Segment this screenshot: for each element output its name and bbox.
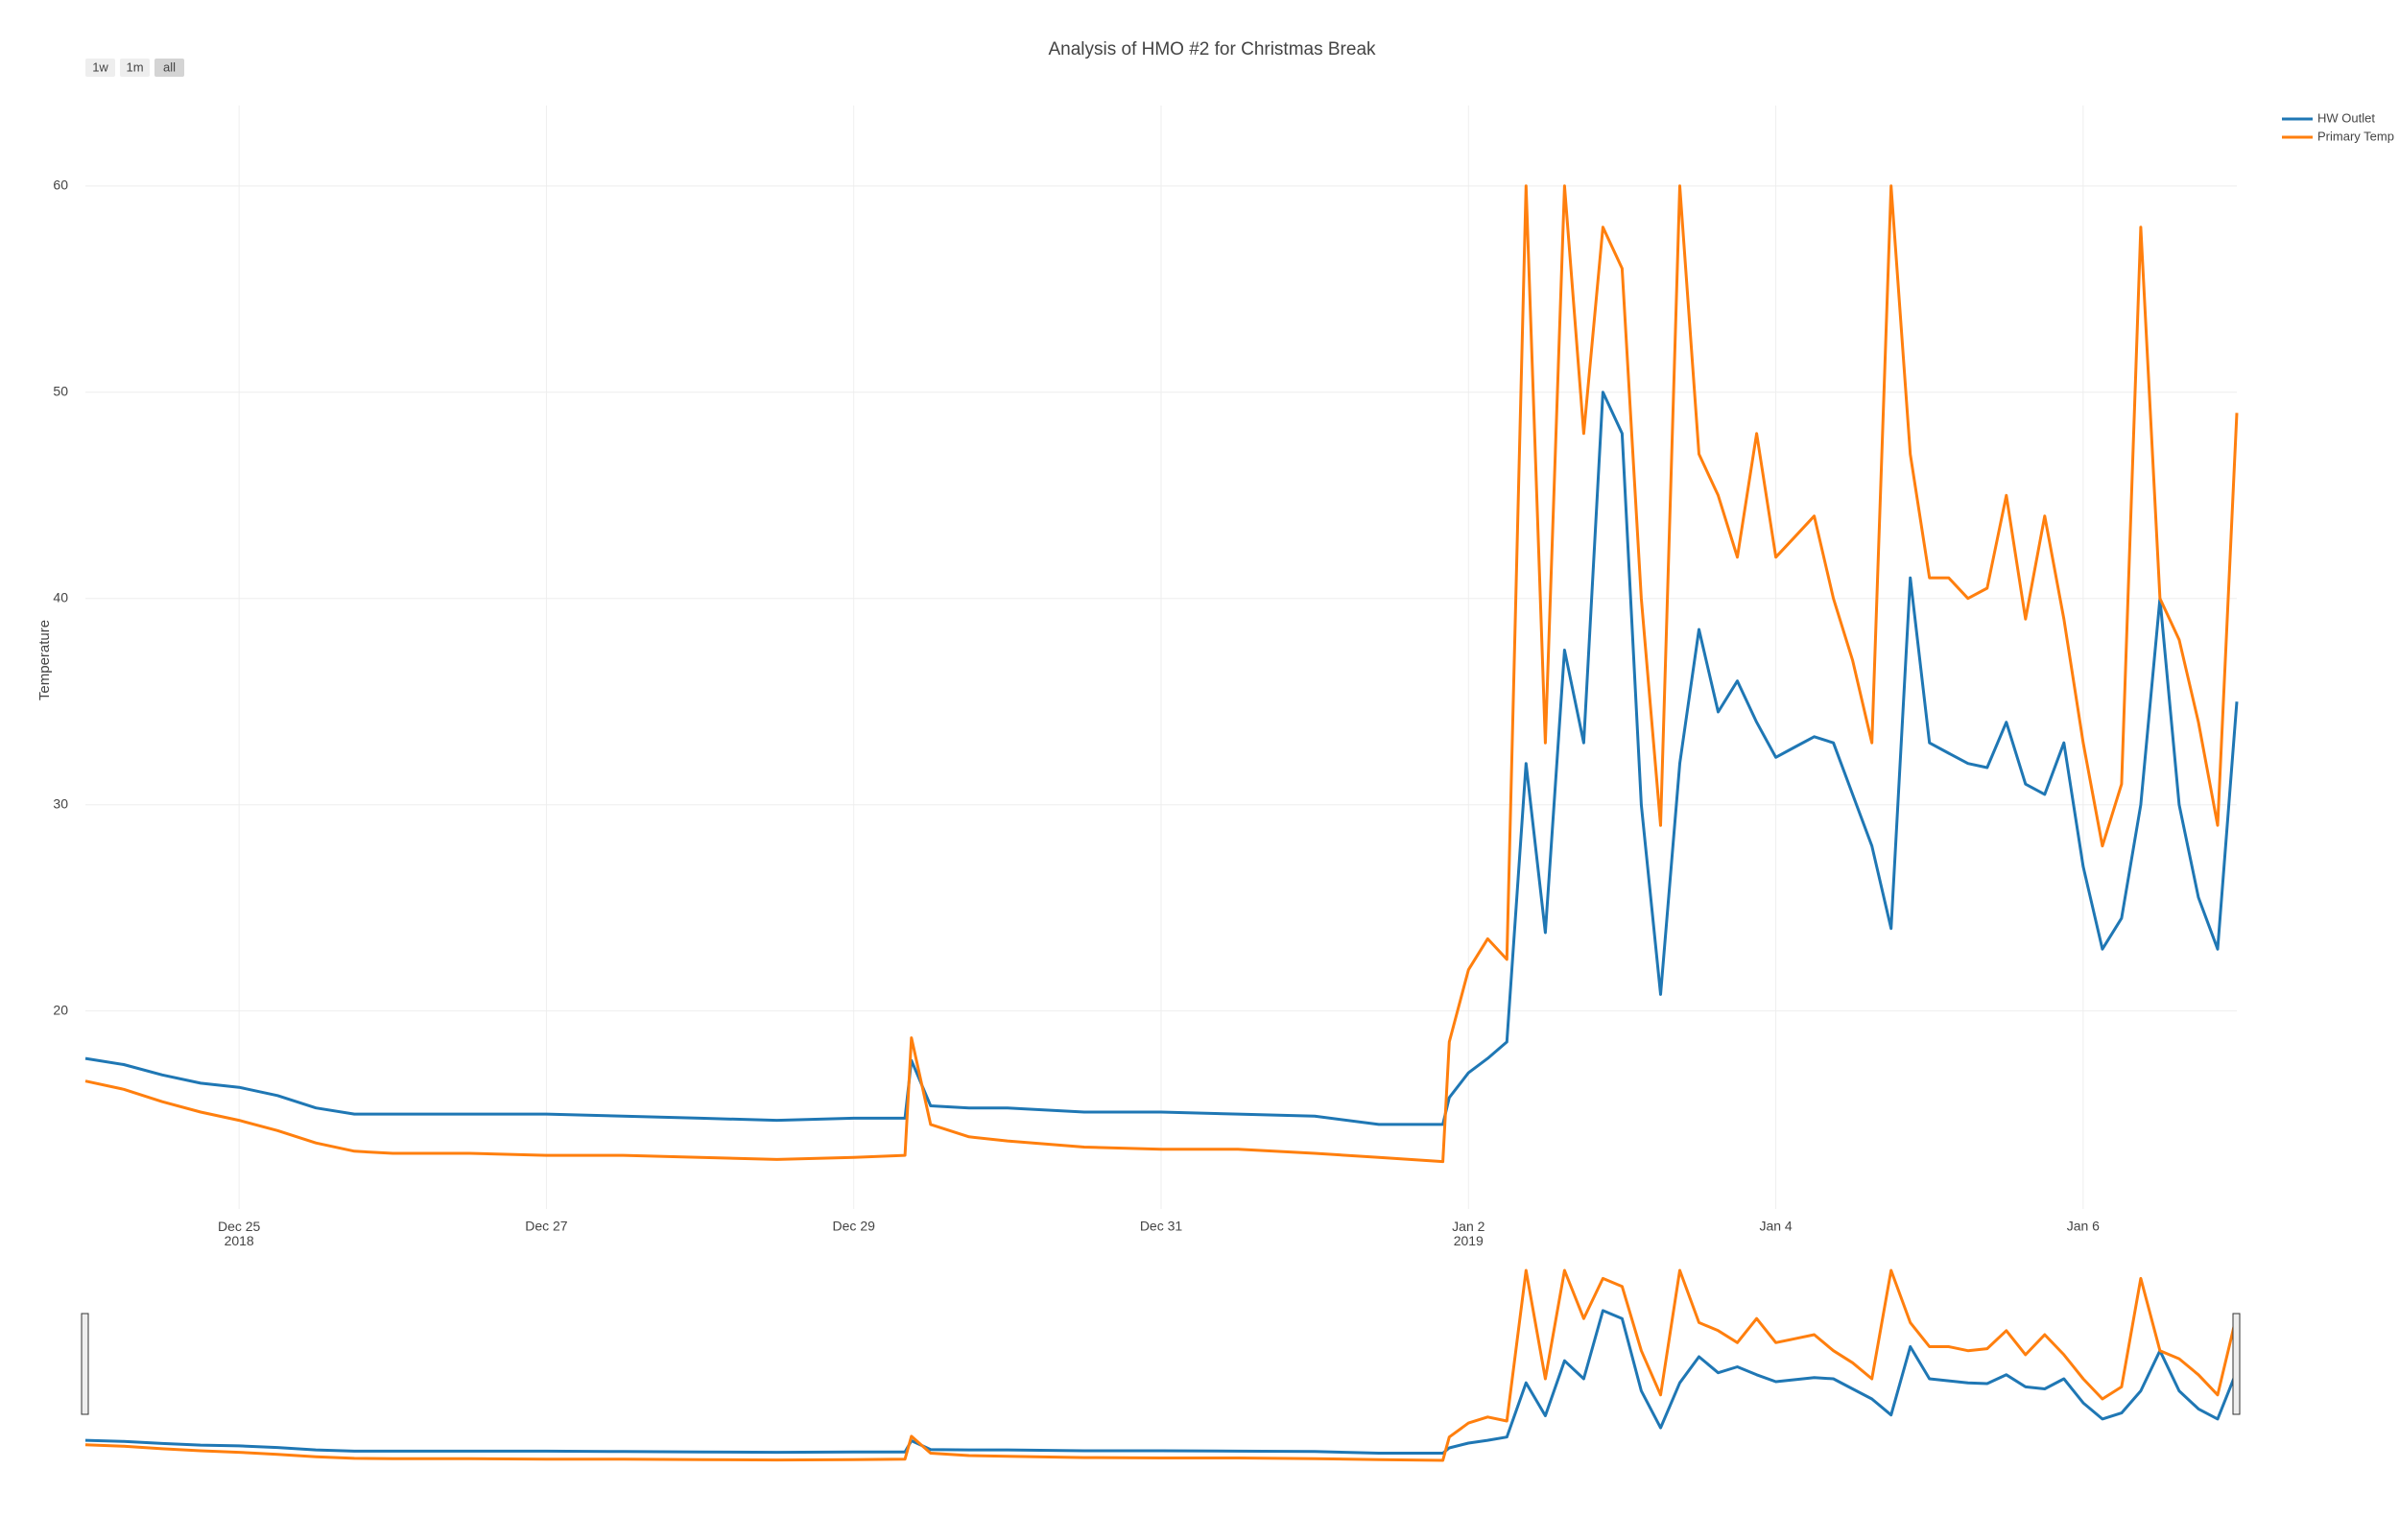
legend-label: Primary Temp <box>2317 129 2394 143</box>
range-button[interactable] <box>154 59 184 77</box>
y-tick-label: 30 <box>53 795 68 811</box>
range-button-label[interactable]: 1m <box>126 59 143 74</box>
chart-title: Analysis of HMO #2 for Christmas Break <box>1048 39 1376 59</box>
range-button-label[interactable]: all <box>163 59 176 74</box>
x-tick-label: Dec 27 <box>525 1219 568 1234</box>
series-line <box>84 391 2239 1126</box>
y-tick-label: 60 <box>53 178 68 193</box>
range-slider-line <box>84 1268 2239 1462</box>
range-button[interactable] <box>85 59 115 77</box>
x-tick-label: Dec 25 2018 <box>218 1219 261 1248</box>
x-tick-label: Dec 31 <box>1140 1219 1183 1234</box>
x-tick-label: Dec 29 <box>833 1219 876 1234</box>
legend-label: HW Outlet <box>2317 110 2375 125</box>
range-slider-handle[interactable] <box>81 1313 89 1415</box>
y-tick-label: 20 <box>53 1002 68 1017</box>
y-axis-label: Temperature <box>36 620 53 700</box>
range-slider-handle[interactable] <box>2232 1313 2241 1415</box>
range-button-label[interactable]: 1w <box>92 59 108 74</box>
x-tick-label: Jan 2 2019 <box>1452 1219 1485 1248</box>
y-tick-label: 40 <box>53 589 68 604</box>
range-slider-line <box>84 1309 2239 1455</box>
series-line <box>84 184 2239 1164</box>
x-tick-label: Jan 4 <box>1759 1219 1792 1234</box>
x-tick-label: Jan 6 <box>2067 1219 2100 1234</box>
y-tick-label: 50 <box>53 383 68 398</box>
range-button[interactable] <box>120 59 150 77</box>
